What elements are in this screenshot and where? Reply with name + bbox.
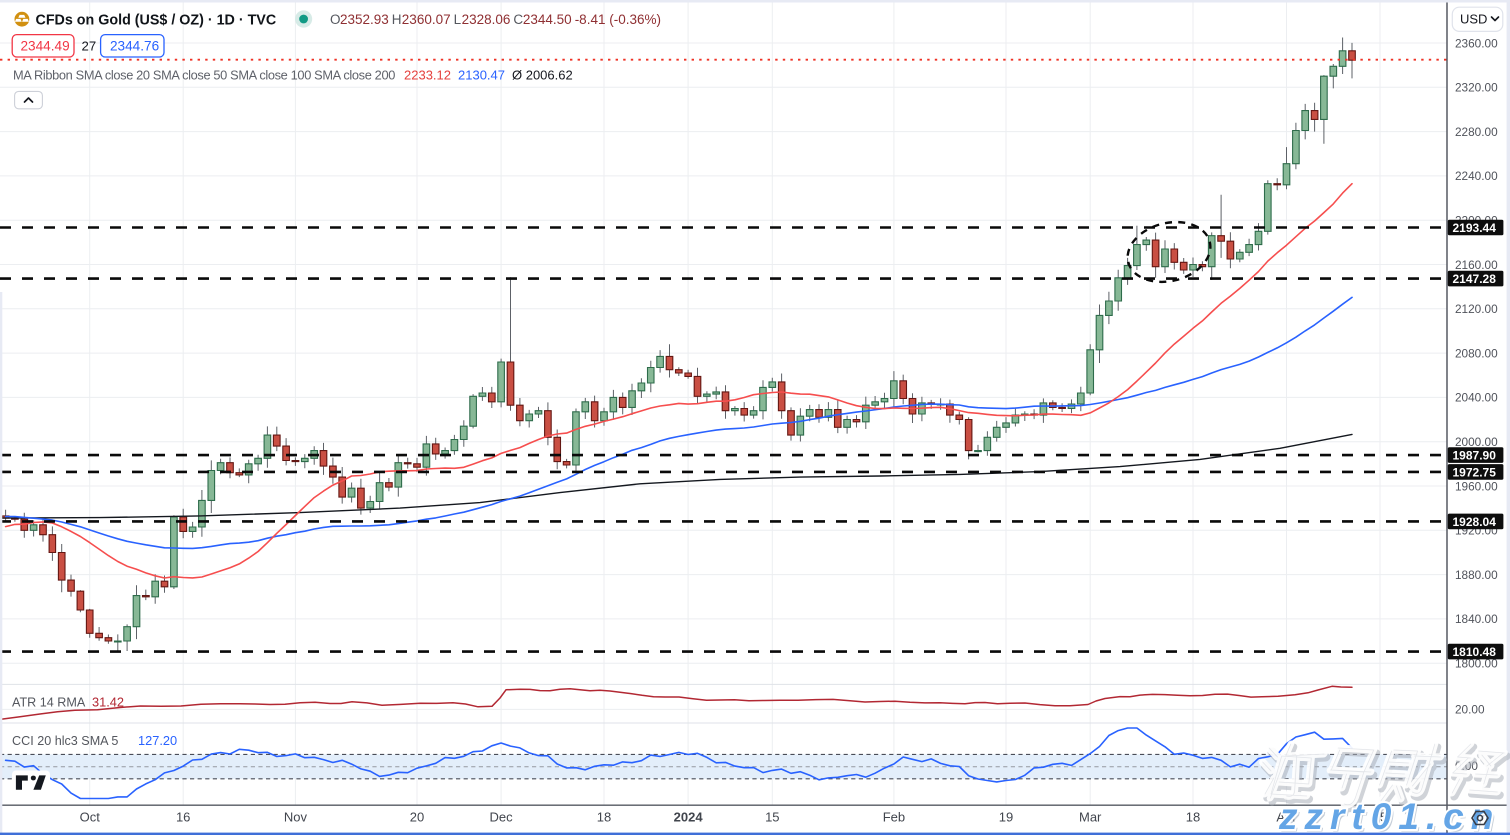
svg-text:15: 15 bbox=[1373, 810, 1387, 825]
svg-text:2344.76: 2344.76 bbox=[110, 39, 159, 54]
svg-text:USD: USD bbox=[1460, 12, 1487, 27]
svg-text:zzrt01.cn: zzrt01.cn bbox=[1278, 796, 1500, 835]
svg-text:1972.75: 1972.75 bbox=[1453, 465, 1497, 479]
svg-text:Mar: Mar bbox=[1079, 810, 1102, 825]
svg-text:H: H bbox=[392, 12, 402, 27]
svg-text:2280.00: 2280.00 bbox=[1455, 125, 1498, 139]
svg-text:C: C bbox=[513, 12, 523, 27]
svg-text:2240.00: 2240.00 bbox=[1455, 169, 1498, 183]
svg-text:2352.93: 2352.93 bbox=[340, 12, 389, 27]
svg-text:1810.48: 1810.48 bbox=[1453, 645, 1497, 659]
svg-text:2040.00: 2040.00 bbox=[1455, 391, 1498, 405]
svg-text:20.00: 20.00 bbox=[1455, 703, 1485, 717]
svg-text:18: 18 bbox=[1186, 810, 1200, 825]
svg-text:127.20: 127.20 bbox=[138, 733, 177, 748]
svg-text:2344.50: 2344.50 bbox=[523, 12, 572, 27]
svg-text:2233.12: 2233.12 bbox=[404, 67, 451, 82]
svg-text:2328.06: 2328.06 bbox=[462, 12, 511, 27]
svg-text:2024: 2024 bbox=[674, 810, 704, 825]
svg-text:2360.00: 2360.00 bbox=[1455, 36, 1498, 50]
svg-text:2000.00: 2000.00 bbox=[1455, 435, 1498, 449]
svg-text:MA Ribbon SMA close 20 SMA clo: MA Ribbon SMA close 20 SMA close 50 SMA … bbox=[13, 67, 395, 82]
svg-text:2360.07: 2360.07 bbox=[402, 12, 451, 27]
svg-text:27: 27 bbox=[82, 39, 97, 54]
svg-text:L: L bbox=[454, 12, 462, 27]
svg-text:Dec: Dec bbox=[490, 810, 514, 825]
svg-text:Nov: Nov bbox=[284, 810, 308, 825]
svg-text:19: 19 bbox=[999, 810, 1013, 825]
svg-text:2130.47: 2130.47 bbox=[458, 67, 505, 82]
svg-text:Apr: Apr bbox=[1276, 810, 1297, 825]
svg-text:2193.44: 2193.44 bbox=[1453, 221, 1497, 235]
svg-text:2320.00: 2320.00 bbox=[1455, 81, 1498, 95]
svg-text:1987.90: 1987.90 bbox=[1453, 449, 1497, 463]
svg-text:CCI 20 hlc3 SMA 5: CCI 20 hlc3 SMA 5 bbox=[12, 734, 118, 748]
svg-text:1960.00: 1960.00 bbox=[1455, 479, 1498, 493]
svg-text:2344.49: 2344.49 bbox=[21, 39, 70, 54]
svg-text:Feb: Feb bbox=[883, 810, 905, 825]
svg-text:18: 18 bbox=[597, 810, 611, 825]
svg-text:16: 16 bbox=[176, 810, 190, 825]
svg-text:2160.00: 2160.00 bbox=[1455, 258, 1498, 272]
svg-text:ATR 14 RMA: ATR 14 RMA bbox=[12, 696, 86, 710]
svg-text:31.42: 31.42 bbox=[92, 695, 124, 710]
svg-text:1880.00: 1880.00 bbox=[1455, 568, 1498, 582]
svg-text:15: 15 bbox=[765, 810, 779, 825]
svg-text:zzrt01.cn: zzrt01.cn bbox=[1278, 796, 1500, 835]
svg-text:-8.41 (-0.36%): -8.41 (-0.36%) bbox=[575, 12, 661, 27]
svg-text:2120.00: 2120.00 bbox=[1455, 302, 1498, 316]
svg-text:1928.04: 1928.04 bbox=[1453, 515, 1497, 529]
svg-text:2080.00: 2080.00 bbox=[1455, 346, 1498, 360]
svg-text:2147.28: 2147.28 bbox=[1453, 272, 1497, 286]
svg-text:20: 20 bbox=[410, 810, 424, 825]
svg-text:1840.00: 1840.00 bbox=[1455, 612, 1498, 626]
svg-text:1800.00: 1800.00 bbox=[1455, 657, 1498, 671]
svg-text:O: O bbox=[330, 12, 341, 27]
svg-text:Oct: Oct bbox=[80, 810, 101, 825]
svg-text:CFDs on Gold (US$ / OZ) · 1D ·: CFDs on Gold (US$ / OZ) · 1D · TVC bbox=[36, 12, 277, 28]
svg-text:Ø 2006.62: Ø 2006.62 bbox=[512, 67, 573, 82]
